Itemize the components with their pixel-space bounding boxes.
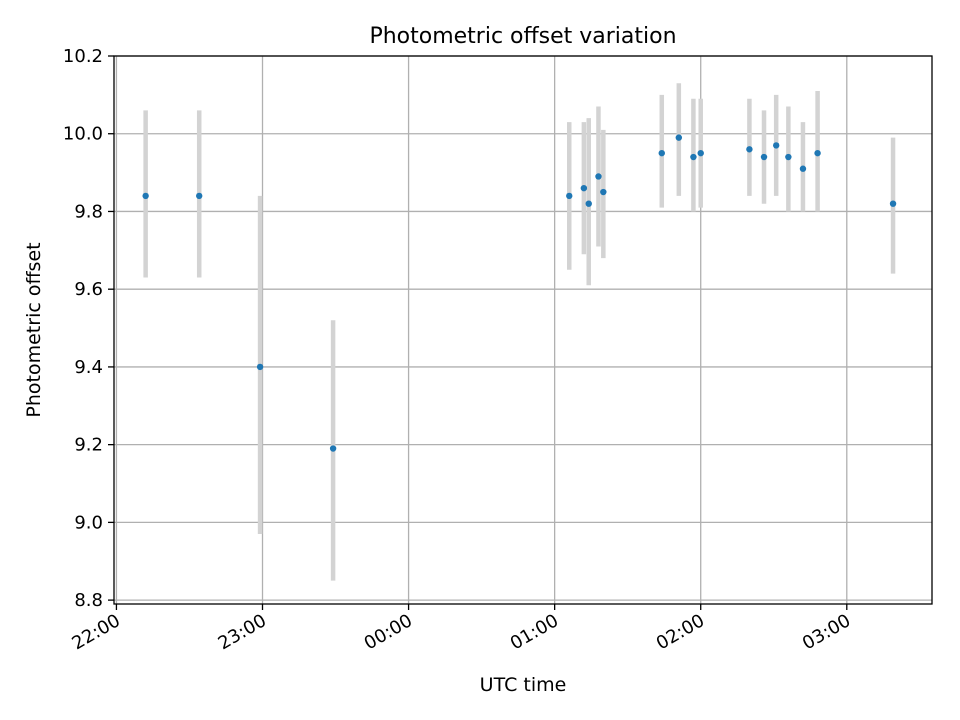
y-tick-label: 9.4	[74, 357, 103, 378]
data-point	[785, 153, 792, 161]
point-layer	[142, 134, 897, 452]
data-point	[329, 445, 337, 452]
y-tick-label: 10.0	[63, 124, 103, 145]
y-tick-label: 9.8	[74, 201, 103, 222]
y-tick-label: 9.0	[74, 512, 103, 533]
data-point	[658, 149, 665, 157]
y-axis-label: Photometric offset	[23, 242, 45, 417]
data-point	[889, 200, 897, 207]
data-point	[675, 134, 683, 141]
data-point	[690, 153, 697, 161]
y-tick-label: 10.2	[63, 46, 103, 67]
data-point	[196, 192, 203, 200]
data-point	[256, 363, 264, 371]
data-point	[814, 149, 821, 157]
data-point	[595, 173, 602, 180]
data-point	[697, 149, 704, 157]
data-point	[760, 153, 768, 161]
data-point	[600, 188, 607, 196]
data-point	[772, 142, 780, 149]
chart-title: Photometric offset variation	[369, 24, 676, 49]
data-point	[580, 184, 588, 192]
data-point	[799, 165, 807, 172]
data-point	[746, 146, 753, 153]
y-tick-label: 9.6	[74, 279, 103, 300]
data-point	[585, 200, 592, 207]
data-point	[566, 192, 573, 200]
y-tick-label: 8.8	[74, 590, 103, 611]
y-tick-label: 9.2	[74, 435, 103, 456]
data-point	[142, 192, 149, 200]
plot-frame	[113, 55, 933, 605]
x-axis-label: UTC time	[480, 674, 567, 696]
